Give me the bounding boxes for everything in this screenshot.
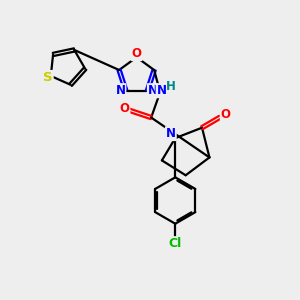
Text: N: N	[157, 84, 166, 97]
Text: O: O	[119, 102, 129, 115]
Text: Cl: Cl	[169, 237, 182, 250]
Text: N: N	[166, 127, 176, 140]
Text: N: N	[116, 84, 125, 97]
Text: O: O	[221, 108, 231, 121]
Text: O: O	[132, 47, 142, 60]
Text: S: S	[43, 71, 53, 84]
Text: H: H	[166, 80, 176, 93]
Text: N: N	[148, 84, 158, 97]
